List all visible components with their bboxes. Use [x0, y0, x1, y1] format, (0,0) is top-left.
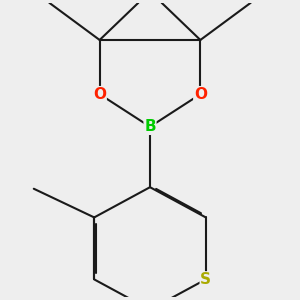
Text: O: O — [93, 87, 106, 102]
Text: B: B — [144, 119, 156, 134]
Text: O: O — [194, 87, 207, 102]
Text: S: S — [200, 272, 211, 287]
